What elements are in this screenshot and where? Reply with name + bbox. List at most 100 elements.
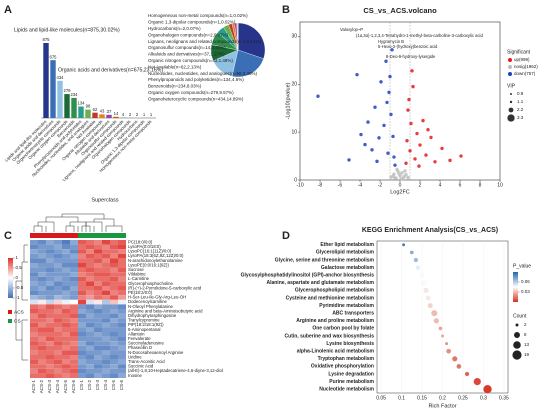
heatmap-cell <box>70 350 78 355</box>
point <box>392 155 396 159</box>
heatmap-cell <box>86 258 94 263</box>
row-label: LysoPE(0:0/16:1(9Z)) <box>128 262 169 267</box>
heatmap-cell <box>46 341 54 346</box>
color-tick-label: 0.03 <box>521 289 530 294</box>
heatmap-cell <box>70 318 78 323</box>
heatmap-cell <box>38 332 46 337</box>
column-label: ACS-4 <box>55 380 60 394</box>
heatmap-cell <box>54 355 62 360</box>
chart-title: CS_vs_ACS.volcano <box>363 6 437 15</box>
row-label: Fenvalerate <box>128 336 151 341</box>
heatmap-cell <box>46 327 54 332</box>
heatmap-cell <box>54 253 62 259</box>
heatmap-cell <box>86 249 94 254</box>
heatmap-cell <box>54 286 62 291</box>
heatmap-cell <box>38 355 46 360</box>
point <box>393 163 397 167</box>
heatmap-cell <box>78 240 86 245</box>
heatmap-cell <box>70 322 78 328</box>
y-tick-label: Ether lipid metabolism <box>320 242 374 248</box>
heatmap-cell <box>70 368 78 374</box>
heatmap-cell <box>70 304 78 309</box>
heatmap-cell <box>118 373 126 378</box>
heatmap-cell <box>86 359 94 365</box>
annotation: Hygromycin B <box>378 39 404 44</box>
bar <box>99 114 105 118</box>
heatmap-cell <box>86 364 94 369</box>
heatmap-cell <box>38 286 46 291</box>
heatmap-cell <box>110 263 118 268</box>
heatmap-cell <box>102 281 110 286</box>
heatmap-cell <box>62 272 70 277</box>
point <box>406 108 410 112</box>
heatmap-cell <box>78 290 86 296</box>
heatmap-cell <box>54 336 62 342</box>
heatmap-cell <box>118 336 126 342</box>
heatmap-cell <box>46 267 54 273</box>
point <box>459 154 463 158</box>
y-tick-label: Tryptophan metabolism <box>318 356 375 362</box>
heatmap-cell <box>78 267 86 273</box>
heatmap-cell <box>30 304 38 309</box>
heatmap-cell <box>54 332 62 337</box>
heatmap-cell <box>78 249 86 254</box>
heatmap-cell <box>54 240 62 245</box>
heatmap-cell <box>30 327 38 332</box>
heatmap-cell <box>102 355 110 360</box>
heatmap-cell <box>54 350 62 355</box>
heatmap-cell <box>86 313 94 319</box>
heatmap-cell <box>78 341 86 346</box>
heatmap-cell <box>70 341 78 346</box>
legend-title: VIP <box>507 83 516 89</box>
bubble <box>416 265 420 270</box>
legend-label: down(757) <box>514 71 536 76</box>
heatmap-cell <box>30 341 38 346</box>
point <box>385 100 389 105</box>
row-label: LysoPA(0:0/18:0) <box>128 244 161 249</box>
heatmap-cell <box>62 253 70 259</box>
panel-letter: D <box>282 230 290 242</box>
group-bar <box>46 233 54 238</box>
heatmap-cell <box>110 341 118 346</box>
bubble <box>446 348 452 354</box>
heatmap-cell <box>70 286 78 291</box>
size-legend-circle <box>513 341 521 349</box>
point <box>448 158 452 163</box>
row-label: LysoPA(18:3(6Z,9Z,12Z)/0:0) <box>128 253 184 258</box>
heatmap-cell <box>30 350 38 355</box>
heatmap-cell <box>30 345 38 351</box>
heatmap-cell <box>86 368 94 374</box>
heatmap-cell <box>38 240 46 245</box>
bubble <box>438 326 443 331</box>
point <box>440 146 444 151</box>
point <box>426 128 430 132</box>
heatmap-cell <box>46 295 54 300</box>
heatmap-cell <box>30 373 38 378</box>
point <box>404 173 408 177</box>
heatmap-cell <box>86 295 94 300</box>
y-tick-label: Cutin, suberine and wax biosynthesis <box>285 333 375 339</box>
pie-label: Organic 1,3-dipolar compounds(n=1,0.02%) <box>148 20 236 25</box>
heatmap-cell <box>30 299 38 305</box>
heatmap-cell <box>118 309 126 314</box>
legend-swatch <box>508 58 512 62</box>
heatmap-cell <box>94 276 102 282</box>
row-label: LysoPC(16:1(11Z)/0:0) <box>128 249 172 254</box>
bar-value-label: 434 <box>57 75 65 80</box>
heatmap-cell <box>30 336 38 342</box>
heatmap-cell <box>78 345 86 351</box>
size-legend-label: 2.2 <box>517 107 524 112</box>
heatmap-cell <box>30 281 38 286</box>
bubble <box>409 250 414 255</box>
heatmap-cell <box>54 295 62 300</box>
heatmap-cell <box>70 313 78 319</box>
heatmap-cell <box>110 359 118 365</box>
row-label: 5-Aminopentanal <box>128 327 161 332</box>
group-bar <box>86 233 94 238</box>
heatmap-cell <box>110 332 118 337</box>
pie-label: Organic oxygen compounds(n=279,9.57%) <box>148 90 234 95</box>
heatmap-cell <box>94 263 102 268</box>
heatmap-cell <box>118 313 126 319</box>
pie-label: Phenylpropanoids and polyketides(n=134,4… <box>148 77 244 82</box>
y-tick-label: 0 <box>294 177 297 183</box>
